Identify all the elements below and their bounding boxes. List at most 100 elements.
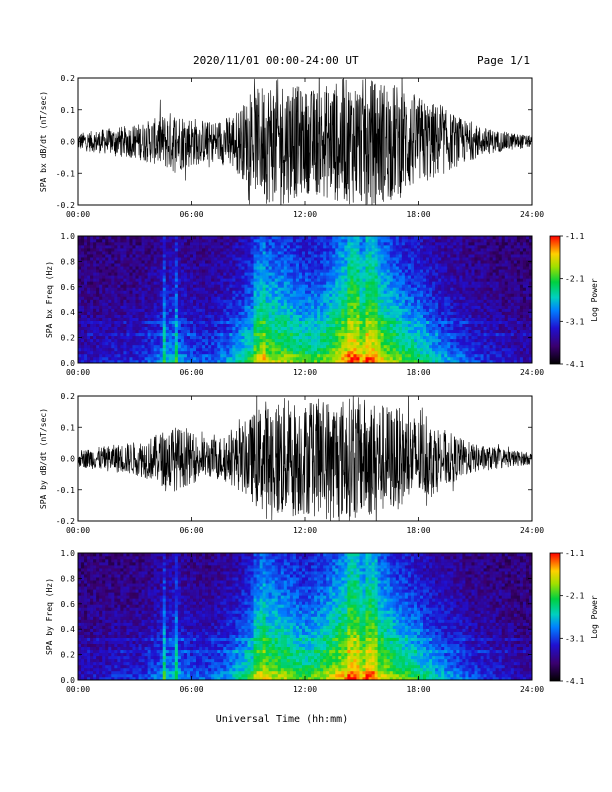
spectrogram-cell	[326, 287, 330, 291]
spectrogram-cell	[144, 338, 148, 343]
spectrogram-cell	[193, 359, 197, 364]
spectrogram-cell	[341, 356, 345, 361]
spectrogram-cell	[78, 350, 82, 355]
spectrogram-cell	[96, 281, 100, 285]
spectrogram-cell	[413, 236, 418, 240]
spectrogram-cell	[277, 356, 282, 361]
spectrogram-cell	[416, 278, 421, 282]
spectrogram-cell	[283, 251, 288, 255]
spectrogram-cell	[244, 281, 248, 285]
spectrogram-cell	[220, 332, 224, 337]
spectrogram-cell	[410, 245, 415, 249]
spectrogram-cell	[186, 239, 191, 243]
spectrogram-cell	[344, 317, 348, 321]
spectrogram-cell	[220, 242, 224, 246]
spectrogram-cell	[102, 320, 106, 324]
spectrogram-cell	[138, 299, 142, 303]
spectrogram-cell	[226, 245, 230, 249]
spectrogram-cell	[153, 272, 157, 276]
spectrogram-cell	[344, 260, 348, 264]
spectrogram-cell	[423, 347, 427, 352]
spectrogram-cell	[413, 305, 418, 309]
spectrogram-cell	[165, 239, 170, 243]
spectrogram-cell	[401, 245, 406, 249]
spectrogram-cell	[332, 305, 336, 309]
spectrogram-cell	[193, 299, 197, 303]
spectrogram-cell	[78, 323, 82, 328]
spectrogram-cell	[180, 311, 185, 315]
spectrogram-cell	[144, 326, 148, 331]
spectrogram-cell	[177, 299, 182, 303]
spectrogram-cell	[250, 293, 254, 297]
spectrogram-cell	[420, 332, 424, 337]
spectrogram-cell	[93, 242, 97, 246]
spectrogram-cell	[311, 302, 315, 306]
spectrogram-cell	[371, 332, 375, 337]
spectrogram-cell	[286, 323, 291, 328]
spectrogram-cell	[96, 239, 100, 243]
spectrogram-cell	[162, 242, 167, 246]
spectrogram-cell	[292, 326, 297, 331]
spectrogram-cell	[108, 323, 112, 328]
spectrogram-cell	[229, 254, 233, 258]
spectrogram-cell	[111, 266, 115, 270]
spectrogram-cell	[286, 299, 291, 303]
spectrogram-cell	[102, 314, 106, 318]
spectrogram-cell	[308, 344, 312, 349]
spectrogram-cell	[274, 356, 279, 361]
spectrogram-cell	[250, 266, 254, 270]
spectrogram-cell	[171, 350, 176, 355]
spectrogram-cell	[401, 236, 406, 240]
spectrogram-cell	[289, 326, 294, 331]
spectrogram-cell	[232, 251, 236, 255]
spectrogram-cell	[196, 323, 200, 328]
spectrogram-cell	[108, 236, 112, 240]
spectrogram-cell	[420, 269, 424, 273]
spectrogram-cell	[90, 251, 94, 255]
spectrogram-cell	[308, 311, 312, 315]
spectrogram-cell	[265, 281, 269, 285]
spectrogram-cell	[350, 317, 354, 321]
spectrogram-cell	[78, 353, 82, 358]
spectrogram-cell	[108, 242, 112, 246]
spectrogram-cell	[335, 269, 339, 273]
spectrogram-cell	[365, 326, 369, 331]
spectrogram-cell	[265, 278, 269, 282]
spectrogram-cell	[117, 260, 121, 264]
spectrogram-cell	[229, 329, 233, 334]
spectrogram-cell	[289, 338, 294, 343]
spectrogram-cell	[311, 287, 315, 291]
spectrogram-cell	[108, 350, 112, 355]
spectrogram-cell	[177, 350, 182, 355]
spectrogram-cell	[308, 251, 312, 255]
spectrogram-cell	[193, 269, 197, 273]
spectrogram-cell	[165, 236, 170, 240]
spectrogram-cell	[289, 245, 294, 249]
spectrogram-cell	[247, 338, 251, 343]
spectrogram-cell	[208, 359, 212, 364]
spectrogram-cell	[392, 311, 397, 315]
spectrogram-cell	[144, 248, 148, 252]
spectrogram-cell	[235, 239, 239, 243]
spectrogram-cell	[423, 323, 427, 328]
spectrogram-cell	[259, 278, 263, 282]
spectrogram-cell	[220, 263, 224, 267]
spectrogram-cell	[305, 236, 309, 240]
spectrogram-cell	[84, 353, 88, 358]
spectrogram-cell	[365, 266, 369, 270]
spectrogram-cell	[159, 242, 164, 246]
spectrogram-cell	[126, 236, 130, 240]
spectrogram-cell	[199, 344, 203, 349]
spectrogram-cell	[332, 326, 336, 331]
spectrogram-cell	[132, 329, 136, 334]
spectrogram-cell	[389, 296, 394, 300]
spectrogram-cell	[87, 353, 91, 358]
spectrogram-cell	[114, 308, 118, 312]
spectrogram-cell	[126, 269, 130, 273]
spectrogram-cell	[232, 350, 236, 355]
spectrogram-cell	[413, 347, 418, 352]
spectrogram-cell	[416, 341, 421, 346]
spectrogram-cell	[229, 263, 233, 267]
spectrogram-cell	[196, 320, 200, 324]
spectrogram-cell	[262, 347, 266, 352]
